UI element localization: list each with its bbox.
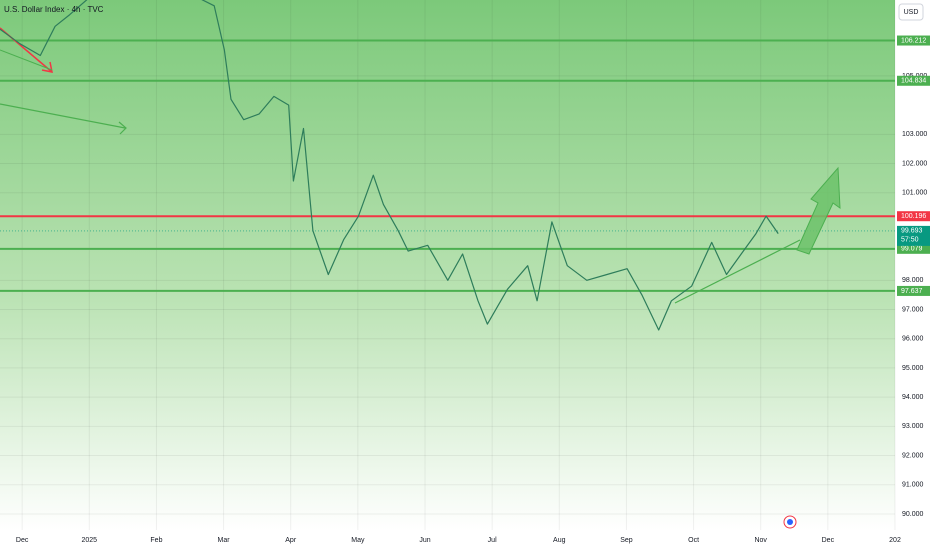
countdown-label: 57:50 — [901, 237, 919, 244]
y-tick-label: 94.000 — [902, 394, 924, 401]
price-axis — [895, 0, 932, 550]
last-price-label: 99.693 — [901, 228, 923, 235]
drawings — [0, 27, 841, 304]
x-tick-label: 2025 — [82, 537, 98, 544]
level-label: 106.212 — [901, 37, 926, 44]
level-label: 104.834 — [901, 78, 926, 85]
x-tick-label: 202 — [889, 537, 901, 544]
level-label: 97.637 — [901, 288, 923, 295]
forecast-arrow — [796, 166, 841, 255]
y-tick-label: 95.000 — [902, 365, 924, 372]
y-tick-label: 93.000 — [902, 423, 924, 430]
y-tick-label: 92.000 — [902, 452, 924, 459]
x-tick-label: Jul — [488, 537, 497, 544]
chart-title: U.S. Dollar Index · 4h · TVC — [4, 5, 104, 14]
level-label-bg — [897, 75, 930, 86]
arrow-head — [41, 61, 53, 73]
x-tick-label: Apr — [285, 537, 297, 544]
x-tick-label: Aug — [553, 537, 566, 544]
x-tick-label: Sep — [620, 537, 633, 544]
x-tick-label: Mar — [218, 537, 231, 544]
trend-line — [0, 103, 126, 129]
grid — [0, 0, 896, 530]
y-tick-label: 96.000 — [902, 336, 924, 343]
level-label-bg — [897, 285, 930, 296]
trend-line — [0, 49, 53, 71]
price-line — [0, 0, 779, 331]
level-label-bg — [897, 35, 930, 46]
y-tick-label: 101.000 — [902, 190, 927, 197]
level-label-bg — [897, 211, 930, 222]
currency-button[interactable] — [898, 3, 924, 21]
x-tick-label: Dec — [822, 537, 835, 544]
flag-icon — [783, 515, 797, 529]
y-tick-label: 97.000 — [902, 306, 924, 313]
x-tick-label: Feb — [150, 537, 162, 544]
arrow-head — [118, 121, 127, 135]
y-tick-label: 98.000 — [902, 277, 924, 284]
y-tick-label: 102.000 — [902, 160, 927, 167]
trend-line — [674, 239, 801, 304]
x-tick-label: May — [351, 537, 365, 544]
level-label: 99.079 — [901, 246, 923, 253]
y-tick-label: 91.000 — [902, 482, 924, 489]
y-tick-label: 103.000 — [902, 131, 927, 138]
last-price-bg — [897, 225, 930, 246]
level-label-bg — [897, 243, 930, 254]
x-tick-label: Oct — [688, 537, 699, 544]
x-tick-label: Jun — [419, 537, 430, 544]
x-tick-label: Dec — [16, 537, 29, 544]
levels — [0, 39, 895, 292]
plot-background — [0, 0, 895, 530]
price — [0, 0, 779, 331]
level-label: 100.196 — [901, 213, 926, 220]
currency[interactable]: USD — [904, 9, 919, 16]
y-tick-label: 90.000 — [902, 511, 924, 518]
x-tick-label: Nov — [754, 537, 767, 544]
time-axis — [0, 530, 895, 550]
